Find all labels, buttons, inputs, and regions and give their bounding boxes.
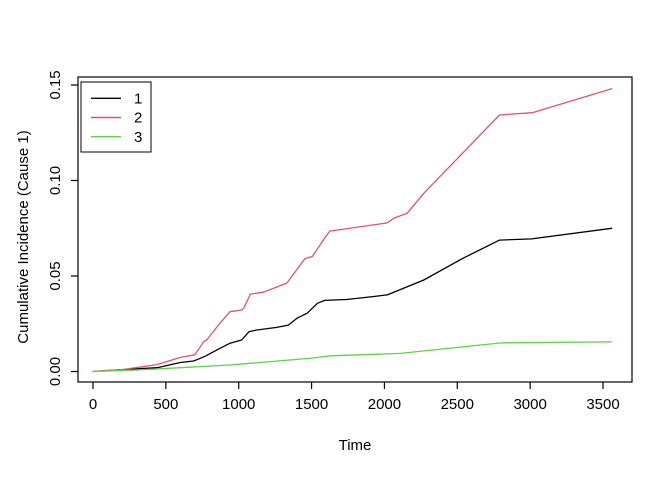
x-tick-label: 500	[153, 396, 178, 413]
series-lines	[92, 88, 613, 373]
legend-box: 1 2 3	[80, 81, 152, 153]
x-tick-label: 2500	[441, 396, 474, 413]
y-tick-label: 0.15	[47, 70, 64, 99]
y-tick-label: 0.00	[47, 357, 64, 386]
x-tick-label: 1500	[295, 396, 328, 413]
x-tick-label: 1000	[222, 396, 255, 413]
y-axis-title: Cumulative Incidence (Cause 1)	[15, 130, 32, 343]
x-tick-label: 0	[89, 396, 97, 413]
x-tick-label: 3500	[586, 396, 619, 413]
y-tick-label: 0.10	[47, 166, 64, 195]
legend-label-3: 3	[134, 129, 142, 146]
series-line-3	[92, 341, 613, 373]
plot-box	[77, 76, 633, 383]
x-axis-ticks: 0 500 1000 1500 2000 2500 3000 3500	[89, 382, 620, 413]
x-axis-title: Time	[339, 437, 372, 454]
series-line-2	[92, 88, 613, 373]
legend-label-1: 1	[134, 91, 142, 108]
y-tick-label: 0.05	[47, 261, 64, 290]
x-tick-label: 2000	[368, 396, 401, 413]
y-axis-ticks: 0.00 0.05 0.10 0.15	[47, 70, 78, 386]
series-line-1	[92, 227, 613, 373]
x-tick-label: 3000	[513, 396, 546, 413]
legend-label-2: 2	[134, 110, 142, 127]
